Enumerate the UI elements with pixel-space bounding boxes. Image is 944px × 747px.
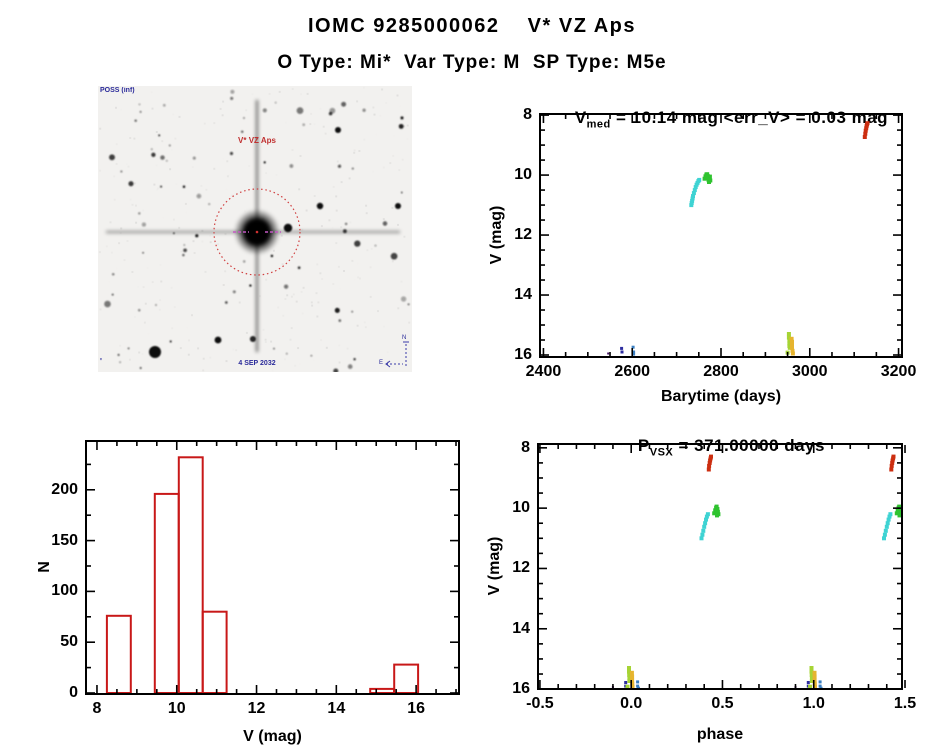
phase-plot: -0.5 0.0 0.5 1.0 1.5 8 10 12 14 16: [512, 439, 916, 712]
scale-mark: ': [100, 357, 102, 366]
histogram-plot-svg: [85, 440, 460, 695]
phase-x-axis-label: phase: [696, 726, 744, 743]
star-field-image: [98, 86, 412, 372]
lightcurve-x-axis-label: Barytime (days): [660, 388, 782, 405]
tick-label: 14: [327, 700, 346, 717]
plot-frame: [85, 440, 460, 695]
finder-chart: POSS (inf) V* VZ Aps 4 SEP 2032 ' N E: [98, 86, 412, 372]
phase-y-axis-label: V (mag): [486, 536, 503, 596]
tick-label: 0: [69, 684, 78, 701]
histogram-y-axis-label: N: [36, 561, 53, 573]
tick-label: 50: [60, 633, 78, 651]
tick-label: 14: [512, 619, 530, 637]
tick-label: 8: [523, 106, 532, 124]
tick-label: 1.5: [893, 695, 917, 712]
tick-label: 14: [514, 286, 532, 304]
tick-label: 10: [167, 700, 186, 717]
tick-label: 12: [247, 700, 266, 717]
tick-label: 3200: [880, 363, 917, 380]
lightcurve-plot-svg: [539, 113, 903, 358]
compass-icon: [385, 341, 409, 368]
lightcurve-title: Vmed = 10.14 mag <err_V> = 0.03 mag: [469, 88, 944, 150]
phase-title-main: P: [637, 436, 650, 455]
tick-label: 100: [51, 582, 78, 600]
image-noise: [99, 88, 411, 372]
tick-label: 16: [512, 680, 530, 698]
plot-frame: [539, 113, 903, 358]
tick-label: 10: [514, 166, 532, 184]
lightcurve-title-rest: = 10.14 mag <err_V> = 0.03 mag: [610, 108, 889, 127]
tick-label: 12: [512, 559, 530, 577]
plot-frame: [537, 443, 906, 690]
phase-title-sub: VSX: [649, 446, 674, 459]
histogram-x-axis-label: V (mag): [243, 728, 302, 745]
epoch-label: 4 SEP 2032: [238, 360, 276, 367]
histogram-plot: 8 10 12 14 16 0 50 100 150 200: [51, 440, 460, 717]
tick-label: 8: [521, 438, 530, 456]
tick-label: 3000: [791, 363, 828, 380]
page-title: IOMC 9285000062 V* VZ Aps: [307, 15, 637, 37]
tick-label: 16: [407, 700, 426, 717]
compass-east-label: E: [379, 360, 384, 366]
data-points: [611, 454, 903, 690]
target-label: V* VZ Aps: [238, 136, 276, 145]
tick-label: 16: [514, 346, 532, 363]
tick-label: 0.5: [711, 695, 734, 712]
tick-label: 0.0: [620, 695, 643, 712]
compass-north-label: N: [402, 335, 407, 341]
lightcurve-title-main: V: [574, 108, 587, 127]
phase-plot-svg: [537, 443, 906, 690]
tick-label: -0.5: [526, 695, 554, 712]
tick-label: 200: [51, 480, 78, 498]
page-subtitle: O Type: Mi* Var Type: M SP Type: M5e: [277, 52, 667, 73]
lightcurve-y-axis-label: V (mag): [488, 205, 505, 265]
lightcurve-plot: 2400 2600 2800 3000 3200 8 10 12 14 16: [514, 106, 916, 380]
tick-label: 2600: [614, 363, 651, 380]
target-marker: [213, 188, 301, 276]
tick-label: 2400: [525, 363, 562, 380]
tick-label: 150: [51, 531, 78, 549]
tick-label: 8: [92, 700, 102, 717]
tick-label: 10: [512, 499, 530, 517]
data-points: [105, 456, 420, 695]
tick-label: 2800: [703, 363, 739, 380]
tick-label: 1.0: [802, 695, 825, 712]
data-points: [607, 121, 870, 356]
survey-label: POSS (inf): [100, 87, 135, 94]
phase-title-rest: = 371.00000 days: [673, 436, 825, 455]
lightcurve-title-sub: med: [586, 118, 611, 131]
phase-title: PVSX = 371.00000 days: [469, 416, 944, 478]
tick-label: 12: [514, 226, 532, 244]
